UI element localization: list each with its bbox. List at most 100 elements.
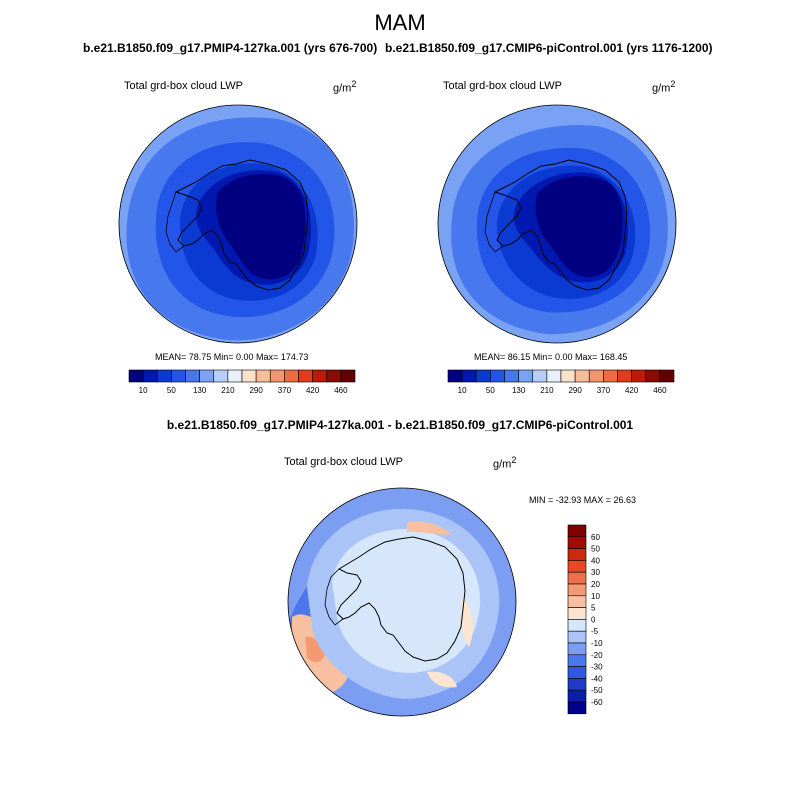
colorbar-tick-label: 60 bbox=[591, 533, 600, 542]
colorbar-box bbox=[560, 369, 576, 383]
panel-left-units: g/m2 bbox=[333, 79, 357, 95]
diff-near-zero bbox=[332, 528, 481, 673]
colorbar-box bbox=[142, 369, 158, 383]
colorbar-tick-label: -60 bbox=[591, 698, 603, 707]
colorbar-box bbox=[255, 369, 271, 383]
colorbar-box bbox=[567, 524, 587, 538]
colorbar-tick-label: 50 bbox=[486, 386, 495, 395]
map-diff bbox=[287, 487, 517, 717]
colorbar-box bbox=[567, 642, 587, 656]
colorbar-box bbox=[156, 369, 172, 383]
peninsula-outline bbox=[484, 191, 504, 253]
colorbar-tick-label: 50 bbox=[167, 386, 176, 395]
colorbar-box bbox=[567, 701, 587, 715]
colorbar-box bbox=[128, 369, 144, 383]
colorbar-box bbox=[312, 369, 328, 383]
colorbar-box bbox=[504, 369, 519, 383]
peninsula-outline bbox=[165, 191, 185, 253]
colorbar-tick-label: 10 bbox=[458, 386, 467, 395]
colorbar-box bbox=[567, 583, 587, 597]
colorbar-tick-label: -5 bbox=[591, 627, 599, 636]
colorbar-box bbox=[171, 369, 186, 383]
colorbar-box bbox=[227, 369, 243, 383]
diff-red-north bbox=[407, 521, 452, 535]
colorbar-box bbox=[546, 369, 562, 383]
colorbar-tick-label: 460 bbox=[653, 386, 667, 395]
antarctica-outline bbox=[174, 159, 309, 291]
panel-left-variable: Total grd-box cloud LWP bbox=[124, 80, 244, 92]
colorbar-tick-label: 420 bbox=[306, 386, 320, 395]
colorbar-box bbox=[241, 369, 257, 383]
colorbar-left: 10 50 130 210 290 370 420 460 bbox=[128, 369, 356, 395]
colorbar-box bbox=[326, 369, 342, 383]
colorbar-box bbox=[567, 630, 587, 644]
colorbar-tick-label: 290 bbox=[568, 386, 582, 395]
panel-right-title: b.e21.B1850.f09_g17.CMIP6-piControl.001 … bbox=[385, 41, 713, 55]
colorbar-box bbox=[567, 560, 587, 573]
colorbar-tick-label: 370 bbox=[278, 386, 292, 395]
abs-center bbox=[216, 173, 306, 280]
colorbar-tick-label: -10 bbox=[591, 639, 603, 648]
season-title: MAM bbox=[374, 10, 426, 35]
colorbar-tick-label: 0 bbox=[591, 615, 596, 624]
colorbar-tick-label: 420 bbox=[625, 386, 639, 395]
colorbar-box bbox=[631, 369, 647, 383]
colorbar-box bbox=[532, 369, 548, 383]
antarctica-outline bbox=[336, 536, 466, 662]
colorbar-box bbox=[645, 369, 661, 383]
colorbar-tick-label: 290 bbox=[249, 386, 263, 395]
colorbar-box bbox=[340, 369, 356, 383]
colorbar-tick-label: 40 bbox=[591, 556, 600, 565]
colorbar-box bbox=[659, 369, 675, 383]
diff-red-east bbox=[460, 597, 473, 647]
colorbar-tick-label: 5 bbox=[591, 604, 596, 613]
colorbar-box bbox=[213, 369, 229, 383]
panel-right-variable: Total grd-box cloud LWP bbox=[443, 80, 563, 92]
colorbar-box bbox=[461, 369, 477, 383]
colorbar-box bbox=[199, 369, 215, 383]
colorbar-box bbox=[567, 595, 587, 608]
colorbar-box bbox=[475, 369, 491, 383]
colorbar-box bbox=[284, 369, 299, 383]
colorbar-tick-label: -30 bbox=[591, 663, 603, 672]
panel-left-title: b.e21.B1850.f09_g17.PMIP4-127ka.001 (yrs… bbox=[83, 41, 378, 55]
panel-left-stats: MEAN= 78.75 Min= 0.00 Max= 174.73 bbox=[155, 352, 309, 362]
colorbar-tick-label: 130 bbox=[193, 386, 207, 395]
colorbar-box bbox=[567, 619, 587, 632]
colorbar-tick-label: 210 bbox=[221, 386, 235, 395]
colorbar-box bbox=[567, 536, 587, 549]
colorbar-box bbox=[567, 678, 587, 691]
colorbar-tick-label: 10 bbox=[591, 592, 600, 601]
colorbar-tick-label: 10 bbox=[139, 386, 148, 395]
colorbar-box bbox=[574, 369, 590, 383]
colorbar-box bbox=[567, 607, 587, 620]
colorbar-box bbox=[603, 369, 618, 383]
colorbar-box bbox=[447, 369, 463, 383]
colorbar-box bbox=[567, 571, 587, 585]
panel-right-units: g/m2 bbox=[652, 79, 676, 95]
colorbar-tick-label: 130 bbox=[512, 386, 526, 395]
colorbar-box bbox=[518, 369, 534, 383]
colorbar-tick-label: 30 bbox=[591, 568, 600, 577]
colorbar-box bbox=[567, 654, 587, 667]
colorbar-tick-label: -50 bbox=[591, 686, 603, 695]
colorbar-tick-label: -40 bbox=[591, 674, 603, 683]
abs-center bbox=[535, 176, 623, 278]
colorbar-tick-label: 50 bbox=[591, 545, 600, 554]
antarctica-outline bbox=[493, 159, 628, 291]
diff-stats: MIN = -32.93 MAX = 26.63 bbox=[529, 495, 637, 505]
colorbar-tick-label: 210 bbox=[540, 386, 554, 395]
colorbar-box bbox=[185, 369, 200, 383]
colorbar-box bbox=[269, 369, 285, 383]
colorbar-box bbox=[588, 369, 604, 383]
colorbar-box bbox=[490, 369, 505, 383]
colorbar-tick-label: -20 bbox=[591, 651, 603, 660]
panel-right-stats: MEAN= 86.15 Min= 0.00 Max= 168.45 bbox=[474, 352, 628, 362]
peninsula-outline bbox=[324, 568, 344, 626]
colorbar-box bbox=[567, 666, 587, 679]
map-left bbox=[118, 104, 358, 344]
colorbar-box bbox=[567, 548, 587, 561]
colorbar-box bbox=[298, 369, 313, 383]
diff-red-south bbox=[427, 671, 457, 688]
